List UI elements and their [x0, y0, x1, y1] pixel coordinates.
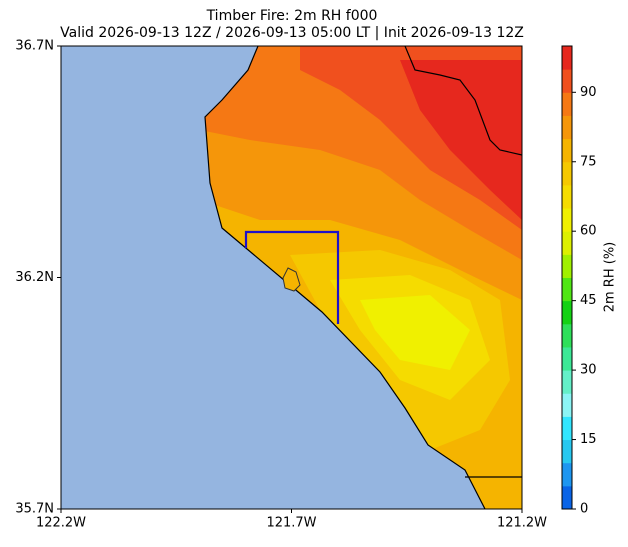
colorbar-segment [562, 138, 572, 163]
colorbar-tick-label: 75 [580, 154, 597, 169]
title: Timber Fire: 2m RH f000 [206, 8, 378, 24]
colorbar-tick-label: 15 [580, 432, 597, 447]
colorbar-tick-label: 0 [580, 502, 588, 517]
colorbar-segment [562, 254, 572, 278]
x-tick-label: 121.7W [266, 516, 316, 531]
colorbar-segment [562, 92, 572, 116]
colorbar-label: 2m RH (%) [603, 242, 618, 313]
colorbar-segment [562, 485, 572, 510]
colorbar-segment [562, 277, 572, 302]
colorbar-segment [562, 416, 572, 441]
rh-field [205, 46, 522, 509]
colorbar-segment [562, 370, 572, 394]
map [61, 46, 522, 509]
colorbar-segment [562, 115, 572, 140]
colorbar-segment [562, 231, 572, 255]
colorbar-segment [562, 462, 572, 487]
colorbar-tick-label: 90 [580, 85, 597, 100]
colorbar-tick-label: 30 [580, 363, 597, 378]
colorbar-segment [562, 184, 572, 209]
colorbar-segment [562, 161, 572, 186]
colorbar-frame [561, 45, 573, 510]
colorbar-segment [562, 69, 572, 93]
colorbar-segment [562, 208, 572, 232]
x-tick-label: 121.2W [497, 516, 547, 531]
x-tick-label: 122.2W [36, 516, 86, 531]
colorbar-segment [562, 300, 572, 325]
colorbar-tick-label: 60 [580, 224, 597, 239]
colorbar-segment [562, 439, 572, 464]
colorbar-segment [562, 323, 572, 348]
colorbar-segment [562, 46, 572, 70]
subtitle: Valid 2026-09-13 12Z / 2026-09-13 05:00 … [60, 25, 524, 41]
y-tick-label: 35.7N [15, 502, 54, 517]
y-tick-label: 36.7N [15, 39, 54, 54]
colorbar-tick-label: 45 [580, 293, 597, 308]
y-tick-label: 36.2N [15, 270, 54, 285]
colorbar-segment [562, 393, 572, 417]
colorbar-segment [562, 346, 572, 371]
